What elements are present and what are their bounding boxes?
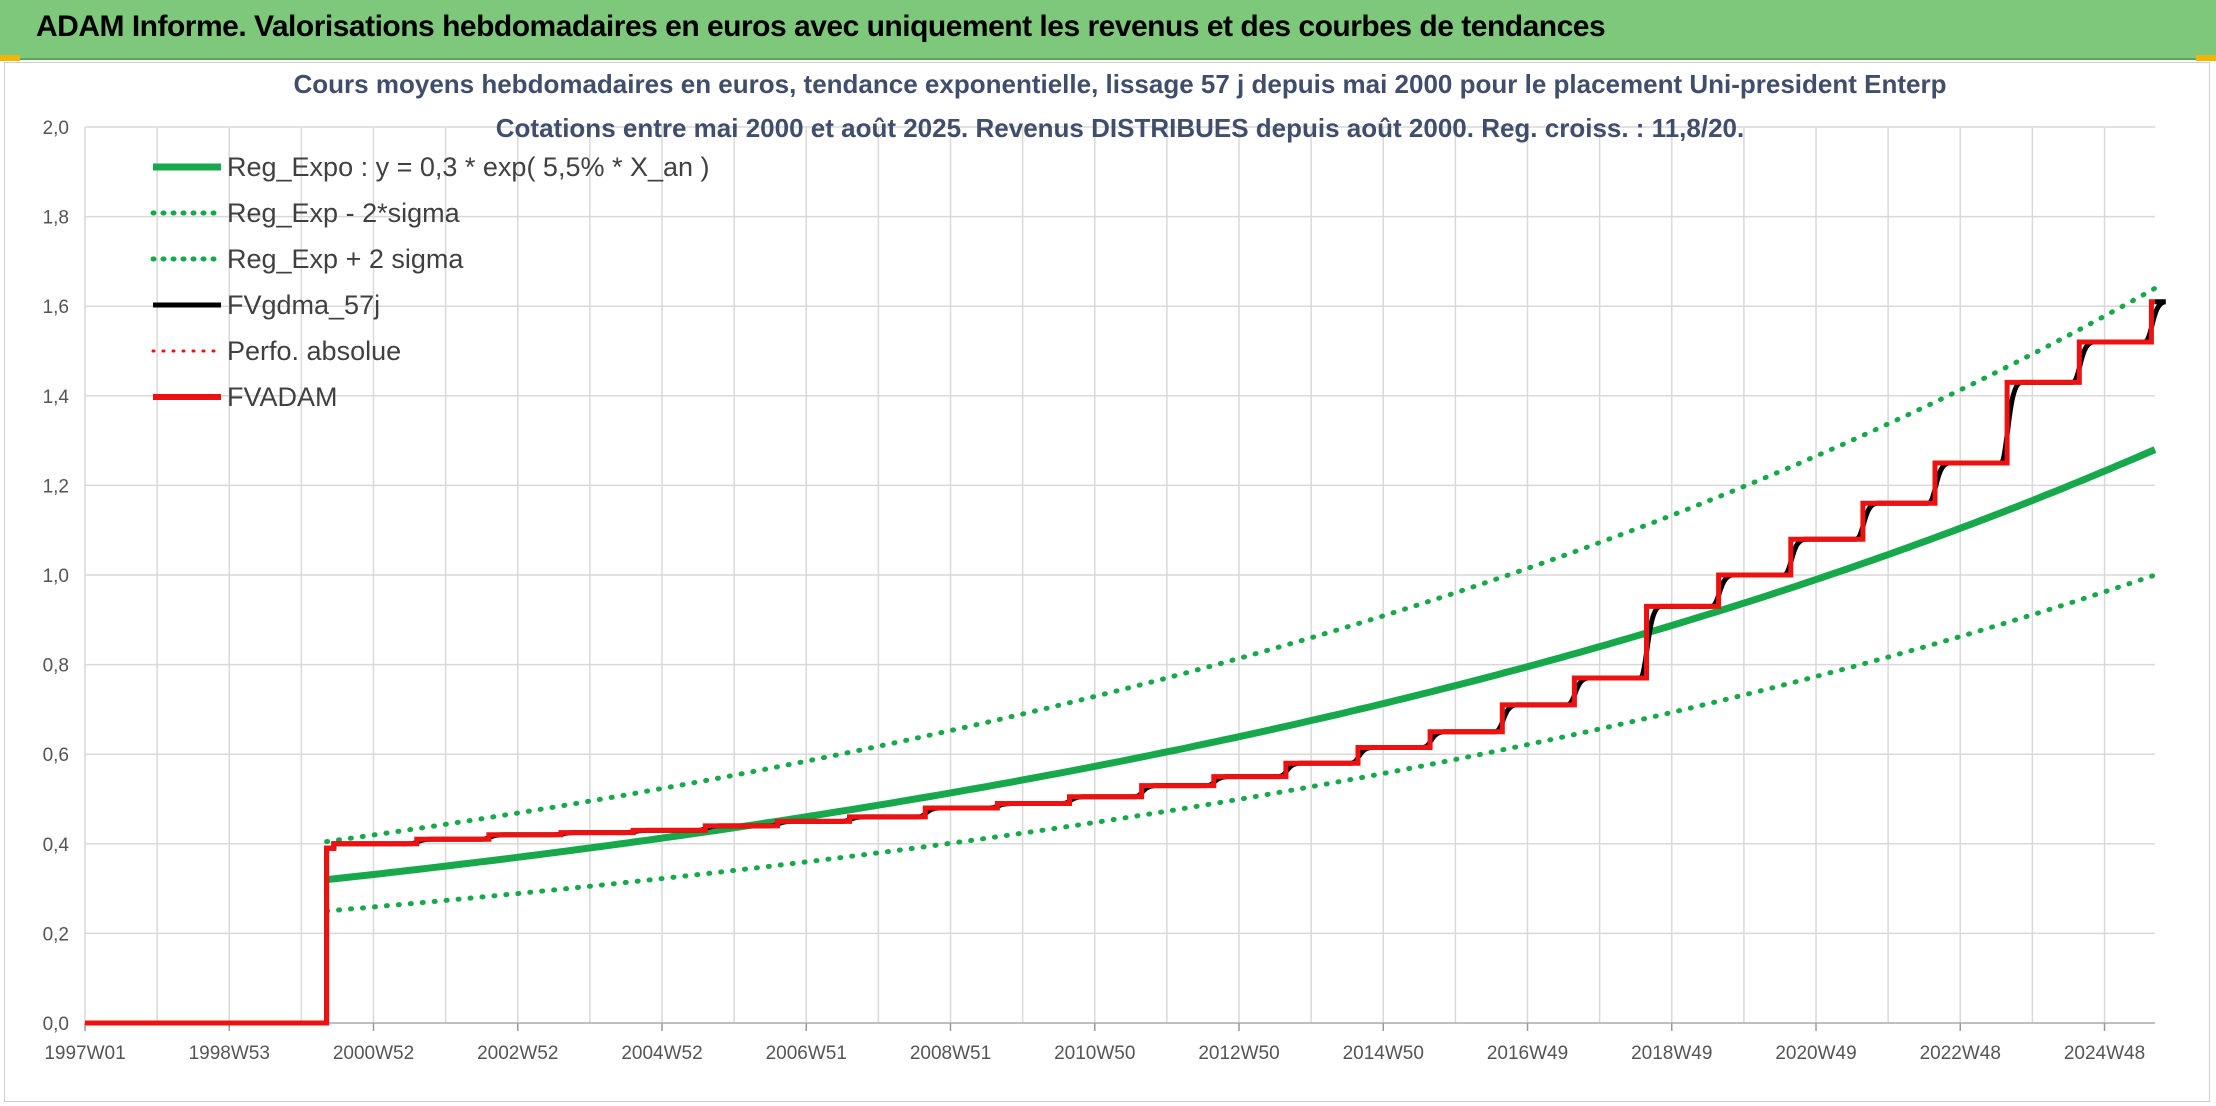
- series-fvgdma-57j: [85, 299, 2167, 1026]
- y-tick-label: 0,0: [43, 1014, 69, 1035]
- legend-label: Perfo. absolue: [227, 336, 401, 366]
- series-reg-exp-plus-2sigma: [324, 285, 2158, 845]
- legend-label: FVADAM: [227, 382, 338, 412]
- x-tick-label: 2014W50: [1343, 1043, 1424, 1064]
- chart-title-line1: Cours moyens hebdomadaires en euros, ten…: [294, 69, 1947, 99]
- x-tick-label: 2020W49: [1775, 1043, 1856, 1064]
- report-header: ADAM Informe. Valorisations hebdomadaire…: [0, 0, 2216, 60]
- y-tick-label: 1,2: [43, 476, 69, 497]
- x-tick-label: 2006W51: [766, 1043, 847, 1064]
- legend-label: Reg_Exp - 2*sigma: [227, 198, 461, 228]
- x-tick-label: 2022W48: [1920, 1043, 2001, 1064]
- y-tick-label: 1,4: [43, 387, 70, 408]
- y-tick-label: 0,8: [43, 656, 69, 677]
- y-tick-label: 1,0: [43, 566, 69, 587]
- corner-marker: [2196, 55, 2216, 61]
- chart-title-line2: Cotations entre mai 2000 et août 2025. R…: [496, 113, 1744, 143]
- y-tick-label: 0,4: [43, 835, 70, 856]
- x-tick-label: 1998W53: [189, 1043, 270, 1064]
- x-tick-label: 2000W52: [333, 1043, 414, 1064]
- report-title: ADAM Informe. Valorisations hebdomadaire…: [36, 10, 1606, 43]
- series-reg-expo: [326, 446, 2157, 884]
- x-tick-label: 2004W52: [621, 1043, 702, 1064]
- x-tick-label: 2008W51: [910, 1043, 991, 1064]
- corner-marker: [0, 55, 20, 61]
- legend: Reg_Expo : y = 0,3 * exp( 5,5% * X_an ) R…: [150, 152, 710, 412]
- x-tick-label: 1997W01: [44, 1043, 125, 1064]
- y-tick-label: 2,0: [43, 118, 69, 139]
- series-reg-exp-minus-2sigma: [324, 572, 2158, 914]
- y-tick-label: 1,8: [43, 208, 69, 229]
- line-chart: 0,0 0,2 0,4 0,6 0,8 1,0 1,2 1,4 1,6 1,8 2,0 1997W0…: [43, 69, 2167, 1064]
- x-tick-label: 2002W52: [477, 1043, 558, 1064]
- y-axis: 0,0 0,2 0,4 0,6 0,8 1,0 1,2 1,4 1,6 1,8 2,0: [43, 118, 70, 1035]
- x-tick-label: 2018W49: [1631, 1043, 1712, 1064]
- y-tick-label: 1,6: [43, 297, 69, 318]
- y-tick-label: 0,6: [43, 745, 69, 766]
- series-group: [85, 285, 2167, 1026]
- grid: [84, 126, 2155, 1024]
- y-tick-label: 0,2: [43, 924, 69, 945]
- x-tick-label: 2012W50: [1198, 1043, 1279, 1064]
- x-tick-label: 2024W48: [2064, 1043, 2145, 1064]
- legend-label: Reg_Expo : y = 0,3 * exp( 5,5% * X_an ): [227, 152, 710, 182]
- legend-label: Reg_Exp + 2 sigma: [227, 244, 464, 274]
- x-tick-label: 2010W50: [1054, 1043, 1135, 1064]
- chart-area: 0,0 0,2 0,4 0,6 0,8 1,0 1,2 1,4 1,6 1,8 2,0 1997W0…: [4, 62, 2210, 1102]
- legend-label: FVgdma_57j: [227, 290, 380, 320]
- x-tick-label: 2016W49: [1487, 1043, 1568, 1064]
- series-fvadam: [85, 299, 2155, 1026]
- x-axis: 1997W01 1998W53 2000W52 2002W52 2004W52 2006W…: [44, 1023, 2145, 1064]
